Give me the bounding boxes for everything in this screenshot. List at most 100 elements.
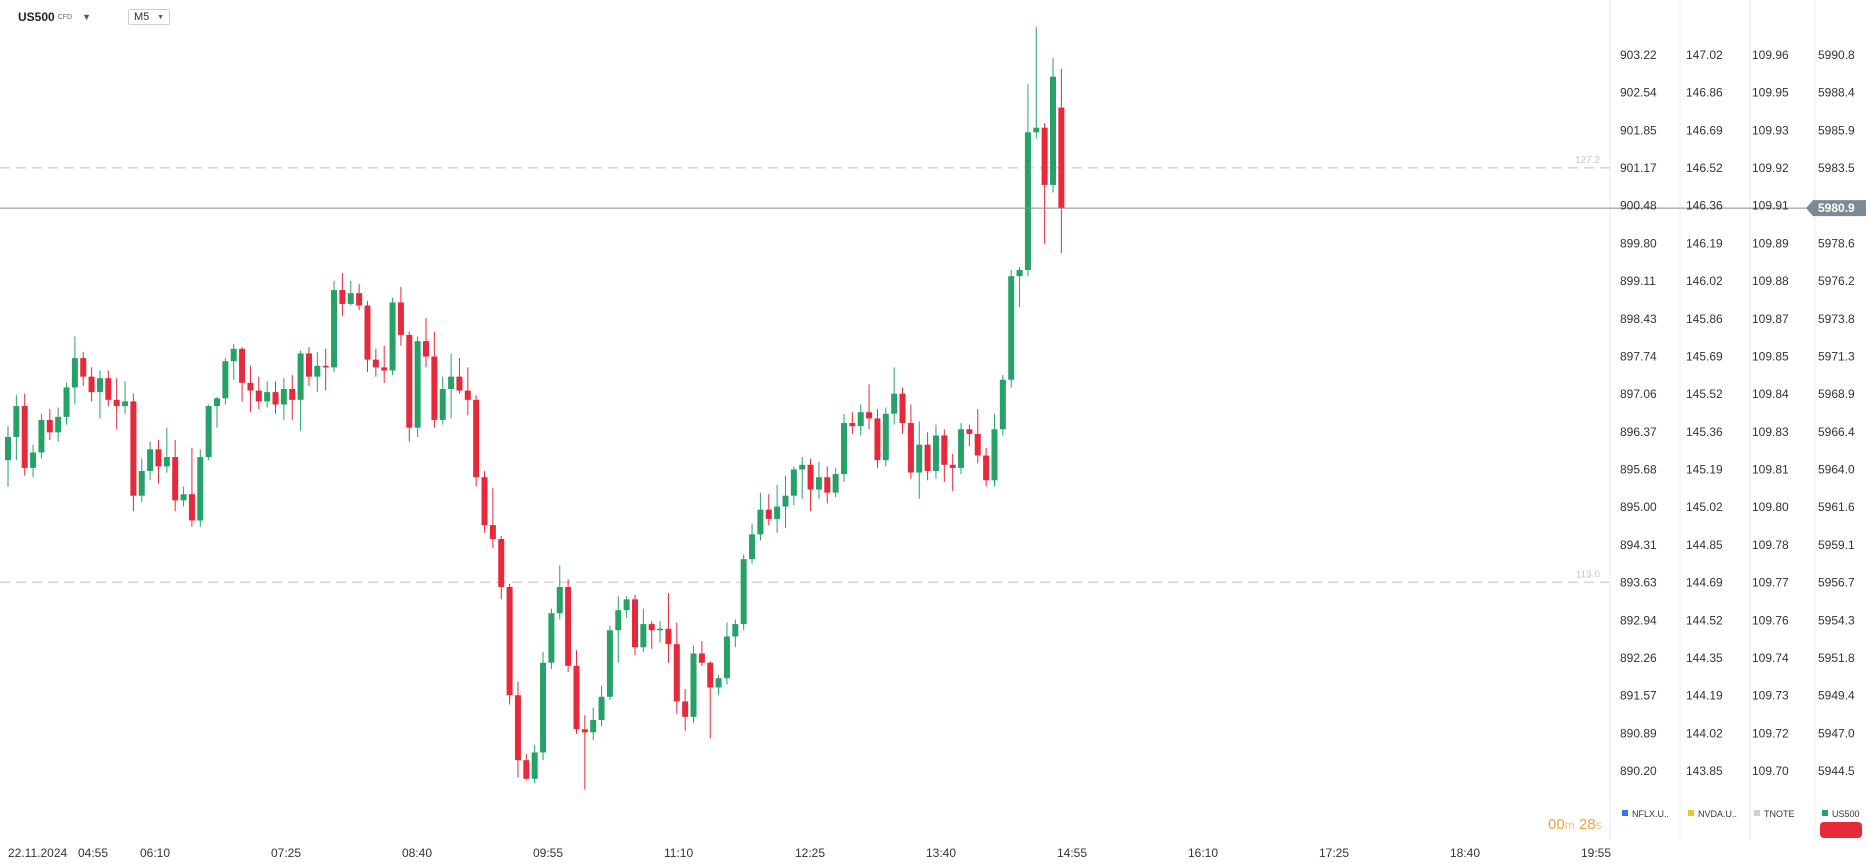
candle[interactable] [740, 554, 747, 631]
candle[interactable] [682, 689, 689, 731]
candle[interactable] [264, 381, 271, 408]
candle[interactable] [765, 494, 772, 526]
candle[interactable] [723, 622, 730, 685]
timeframe-select[interactable]: M5 ▼ [128, 9, 170, 25]
candle[interactable] [464, 367, 471, 416]
candle[interactable] [581, 715, 588, 790]
candle[interactable] [924, 432, 931, 481]
candle[interactable] [749, 523, 756, 564]
candle[interactable] [974, 409, 981, 464]
candle[interactable] [21, 393, 28, 476]
candle[interactable] [899, 387, 906, 434]
active-series-button[interactable] [1820, 822, 1862, 838]
symbol-header[interactable]: US500 CFD ▼ [18, 10, 91, 24]
candle[interactable] [556, 565, 563, 620]
candle[interactable] [414, 336, 421, 437]
candle[interactable] [113, 378, 120, 430]
candle[interactable] [30, 444, 37, 478]
candle[interactable] [205, 404, 212, 461]
candle[interactable] [456, 358, 463, 394]
candle[interactable] [364, 300, 371, 373]
candle[interactable] [665, 593, 672, 663]
candle[interactable] [322, 348, 329, 391]
candle[interactable] [548, 608, 555, 669]
candle[interactable] [949, 453, 956, 492]
candle[interactable] [932, 424, 939, 479]
candle[interactable] [71, 336, 78, 405]
candle[interactable] [122, 381, 129, 414]
candle[interactable] [63, 382, 70, 425]
candle[interactable] [163, 427, 170, 473]
candle[interactable] [523, 753, 530, 781]
candle[interactable] [13, 395, 20, 461]
candle[interactable] [138, 458, 145, 502]
candle[interactable] [439, 376, 446, 425]
candle[interactable] [347, 280, 354, 306]
candle[interactable] [690, 645, 697, 724]
candle[interactable] [941, 429, 948, 482]
candle[interactable] [815, 461, 822, 499]
candle[interactable] [489, 488, 496, 549]
candle[interactable] [381, 345, 388, 383]
candle[interactable] [774, 484, 781, 533]
candle[interactable] [481, 470, 488, 533]
candle[interactable] [1008, 269, 1015, 388]
candle[interactable] [615, 596, 622, 663]
candle[interactable] [958, 423, 965, 475]
candle[interactable] [389, 297, 396, 376]
candle[interactable] [598, 685, 605, 727]
candle[interactable] [96, 370, 103, 419]
candle[interactable] [540, 651, 547, 761]
candle[interactable] [331, 280, 338, 373]
candle[interactable] [498, 535, 505, 600]
candle[interactable] [222, 358, 229, 405]
candle[interactable] [1041, 123, 1048, 244]
candle[interactable] [782, 475, 789, 529]
candle[interactable] [1050, 58, 1056, 193]
candle[interactable] [214, 396, 220, 428]
candle[interactable] [155, 440, 162, 484]
candle[interactable] [1033, 27, 1040, 139]
candle[interactable] [448, 353, 455, 419]
candle[interactable] [891, 367, 898, 425]
candle[interactable] [105, 370, 112, 407]
candle[interactable] [46, 409, 53, 441]
candle[interactable] [305, 347, 312, 386]
candle[interactable] [866, 384, 873, 430]
candle[interactable] [397, 286, 404, 346]
candle[interactable] [999, 375, 1006, 436]
candle[interactable] [857, 404, 864, 436]
candle[interactable] [966, 424, 973, 447]
candle[interactable] [239, 347, 246, 402]
candle[interactable] [5, 426, 11, 487]
candle[interactable] [907, 404, 914, 479]
candle[interactable] [431, 331, 438, 428]
candle[interactable] [632, 594, 638, 656]
candle[interactable] [80, 351, 87, 386]
candle[interactable] [732, 619, 739, 648]
candle[interactable] [406, 331, 413, 442]
candle[interactable] [590, 707, 597, 741]
candle[interactable] [790, 466, 797, 506]
candle[interactable] [423, 317, 429, 368]
candle[interactable] [673, 622, 680, 714]
candle[interactable] [197, 449, 204, 527]
candle[interactable] [280, 378, 287, 420]
candle[interactable] [657, 620, 664, 643]
candle[interactable] [1016, 266, 1023, 308]
candle[interactable] [55, 407, 62, 442]
candle[interactable] [1058, 68, 1065, 253]
candle[interactable] [314, 351, 321, 393]
candle[interactable] [640, 608, 647, 652]
candle[interactable] [991, 413, 998, 487]
candle[interactable] [38, 413, 45, 459]
candle[interactable] [841, 413, 847, 482]
candle[interactable] [698, 641, 705, 666]
candle[interactable] [715, 675, 722, 696]
candle[interactable] [356, 283, 363, 311]
candle[interactable] [757, 492, 764, 541]
candle[interactable] [372, 348, 379, 377]
candle[interactable] [707, 661, 714, 739]
candle[interactable] [473, 395, 480, 487]
candle[interactable] [799, 457, 806, 499]
